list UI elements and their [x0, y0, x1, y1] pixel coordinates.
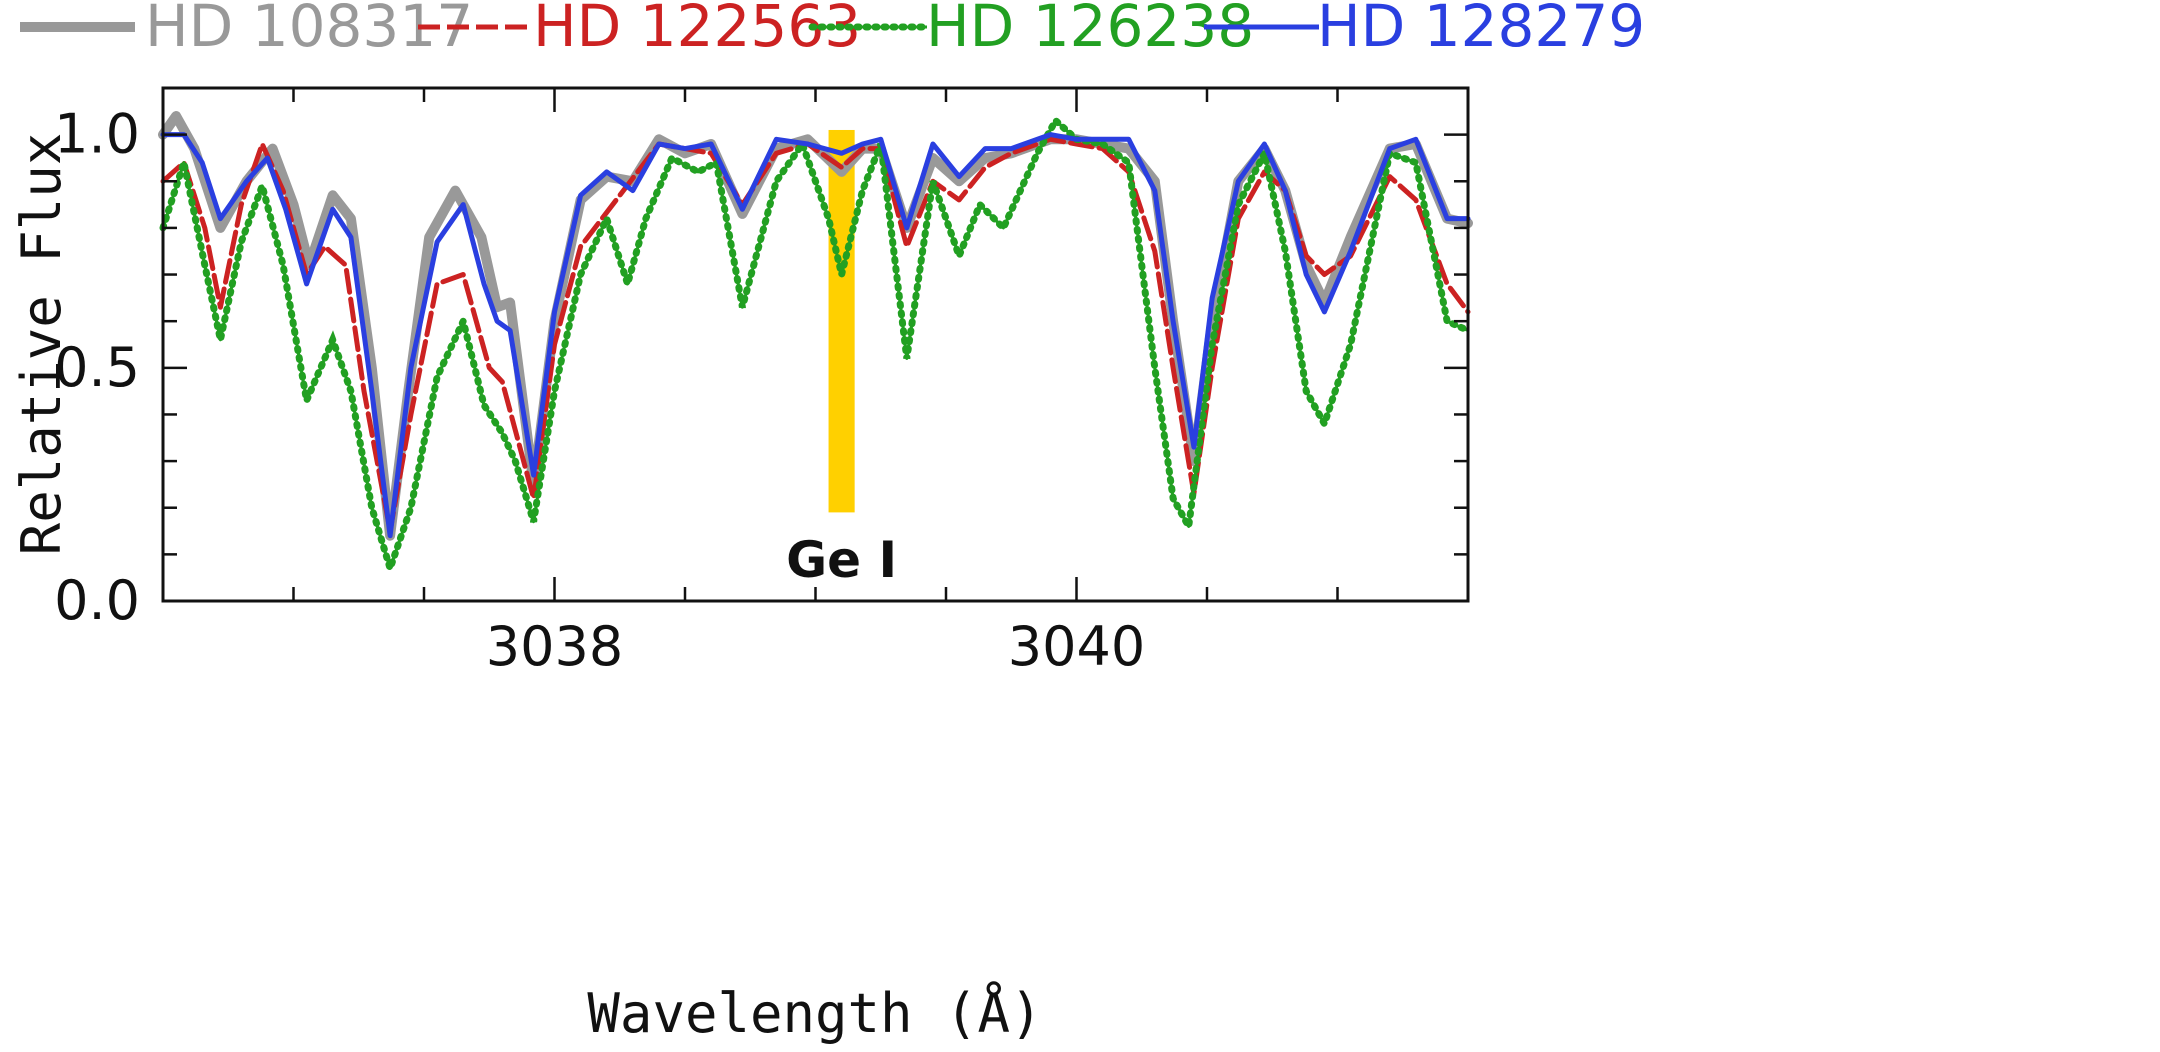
- x-tick-label: 3040: [1008, 615, 1145, 678]
- axes-layer: 3038 3040 0.0 0.5 1.0: [54, 86, 1470, 678]
- series-line-4: [160, 132, 1471, 539]
- y-tick-label: 0.0: [54, 569, 140, 632]
- y-tick-label: 1.0: [54, 103, 140, 166]
- series-layer: [158, 111, 1473, 580]
- x-tick-label: 3038: [486, 615, 623, 678]
- legend-label-2: HD 122563: [533, 0, 861, 60]
- x-axis-label: Wavelength (Å): [587, 981, 1042, 1045]
- y-tick-label: 0.5: [54, 336, 140, 399]
- ge-line-band-layer: Ge I: [786, 129, 897, 589]
- legend-label-1: HD 108317: [145, 0, 473, 60]
- legend-label-4: HD 128279: [1317, 0, 1645, 60]
- y-axis-label: Relative Flux: [10, 133, 73, 556]
- series-line-3-dots: [159, 115, 1472, 580]
- chart-legend: HD 108317 HD 122563 HD 126238 HD 128279: [20, 0, 1645, 60]
- ge-line-band: [828, 129, 855, 513]
- legend-label-3: HD 126238: [926, 0, 1254, 60]
- ge-line-label: Ge I: [786, 531, 897, 589]
